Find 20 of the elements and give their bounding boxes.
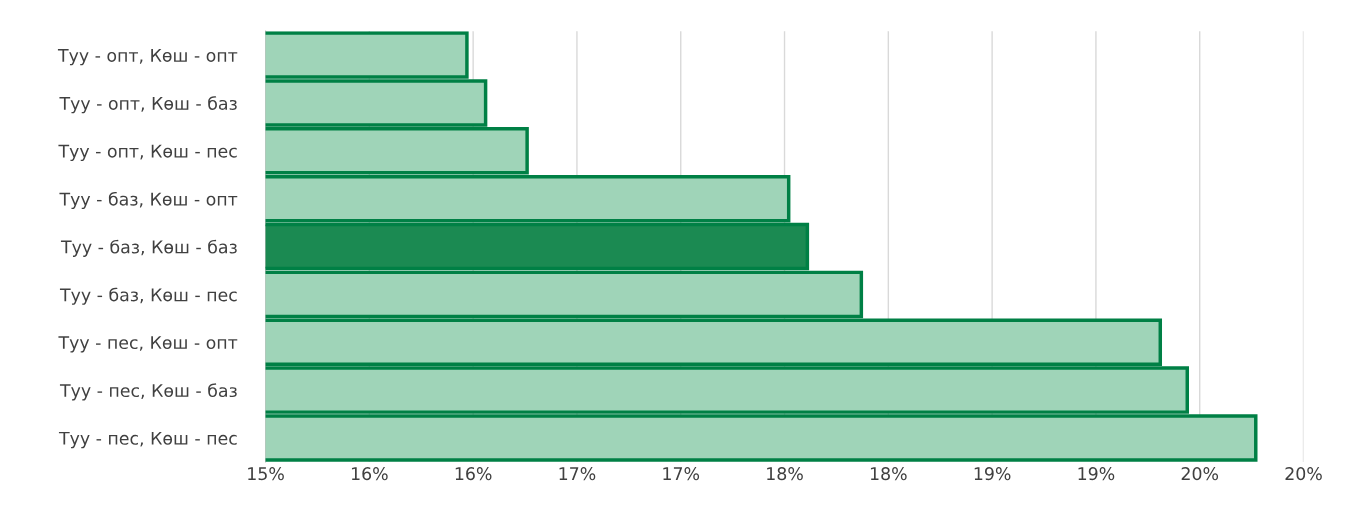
x-tick-label: 16%: [351, 467, 388, 481]
y-tick-label: Туу - баз, Көш - пес: [59, 287, 237, 305]
y-tick-label: Туу - опт, Көш - баз: [59, 96, 237, 114]
y-tick-label: Туу - опт, Көш - опт: [57, 49, 238, 66]
x-tick-label: 19%: [974, 467, 1011, 481]
x-tick-label: 16%: [455, 467, 492, 481]
x-tick-label: 18%: [870, 467, 907, 481]
x-tick-label: 17%: [663, 467, 700, 481]
y-tick-label: Туу - баз, Көш - баз: [60, 239, 237, 257]
x-tick-label: 20%: [1285, 467, 1322, 481]
x-tick-label: 18%: [767, 467, 803, 481]
x-tick-label: 20%: [1181, 467, 1219, 481]
y-tick-label: Туу - пес, Көш - пес: [58, 431, 237, 449]
y-tick-label: Туу - опт, Көш - пес: [58, 144, 237, 161]
y-tick-label: Туу - пес, Көш - баз: [59, 383, 237, 401]
y-tick-label: Туу - пес, Көш - опт: [58, 336, 238, 353]
x-tick-label: 15%: [248, 467, 284, 481]
x-tick-label: 19%: [1078, 467, 1115, 481]
x-tick-label: 17%: [559, 467, 596, 481]
y-tick-label: Туу - баз, Көш - опт: [59, 191, 238, 210]
